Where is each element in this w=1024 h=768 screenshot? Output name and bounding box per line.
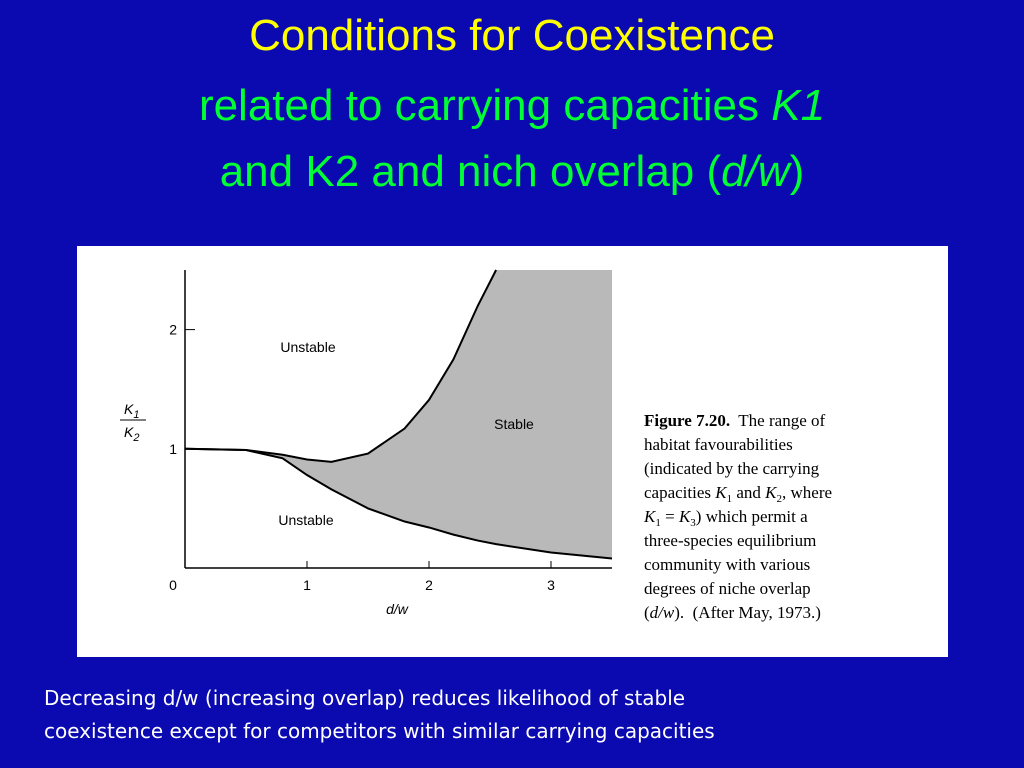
subtitle-text: and K2 and nich overlap ( [220,147,722,196]
caption-text: and [732,483,765,502]
caption-line: degrees of niche overlap [644,579,811,598]
subtitle: related to carrying capacities K1 [199,81,825,130]
caption-line: (indicated by the carrying [644,459,820,478]
x-tick-label: 3 [547,577,555,593]
caption-line: (d/w). (After May, 1973.) [644,603,821,622]
subtitle-italic: K1 [771,81,825,130]
caption-text: K [714,483,728,502]
y-label-k: K [124,401,134,417]
annotation: Stable [494,416,534,432]
caption-line: Figure 7.20. The range of [644,411,825,430]
subtitle-text: related to carrying capacities [199,81,771,130]
annotation: Unstable [278,512,333,528]
caption-text: d/w [650,603,675,622]
caption-text: K [678,507,692,526]
subtitle: and K2 and nich overlap (d/w) [220,147,805,196]
caption-line: K1 = K3) which permit a [643,507,808,529]
caption-text: The range of [730,411,825,430]
y-label-sub: 1 [133,409,139,421]
stable-region [185,270,612,559]
caption-text: capacities [644,483,715,502]
y-axis-label-bottom: K2 [124,424,139,444]
boundary-curve [184,447,613,560]
caption-line: habitat favourabilities [644,435,793,454]
annotation: Unstable [280,339,335,355]
caption-sub: 1 [727,493,733,505]
y-tick-label: 2 [169,322,177,338]
y-label-sub: 2 [132,432,139,444]
caption-line: three-species equilibrium [644,531,816,550]
y-tick-label: 1 [169,441,177,457]
caption-label: Figure 7.20. [644,411,730,430]
caption-text: ( [644,603,650,622]
caption-text: K [764,483,778,502]
x-tick-label: 2 [425,577,433,593]
caption-text: = [661,507,679,526]
caption-text: , where [782,483,832,502]
subtitle-italic: d/w [721,147,793,196]
subtitle-text: ) [790,147,805,196]
caption-sub: 2 [777,493,783,505]
x-tick-label: 0 [169,577,177,593]
boundary-curve [184,269,497,463]
footer-line: coexistence except for competitors with … [44,719,715,743]
x-axis-label: d/w [386,601,409,617]
x-tick-label: 1 [303,577,311,593]
footer-line: Decreasing d/w (increasing overlap) redu… [44,686,685,710]
caption-text: K [643,507,657,526]
caption-sub: 3 [690,517,696,529]
caption-text: ). (After May, 1973.) [674,603,821,622]
y-axis-label-top: K1 [124,401,139,421]
caption-line: community with various [644,555,810,574]
caption-line: capacities K1 and K2, where [644,483,832,505]
y-label-k: K [124,424,134,440]
plot: 0 1 2 3 1 2 [169,269,613,593]
caption-sub: 1 [655,517,661,529]
title: Conditions for Coexistence [249,11,775,60]
caption-text: ) which permit a [696,507,808,526]
